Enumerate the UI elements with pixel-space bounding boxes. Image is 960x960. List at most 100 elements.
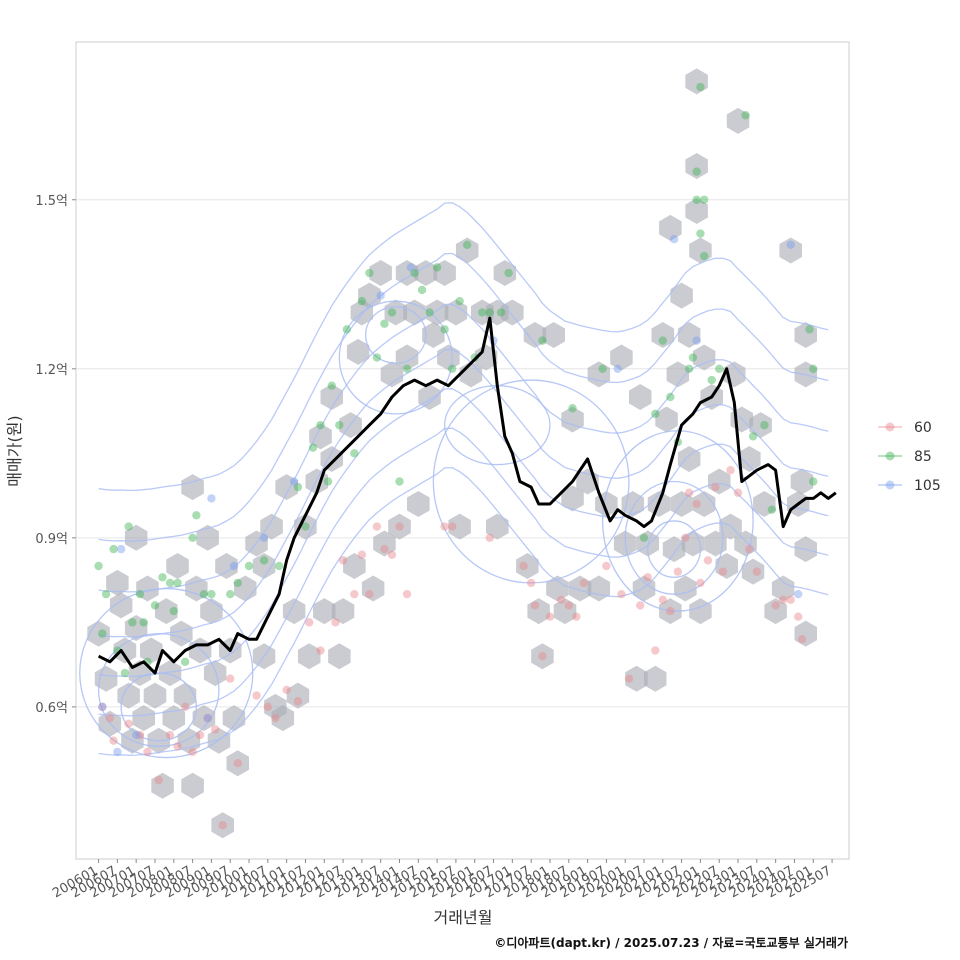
hexbin-cell: [794, 620, 817, 647]
point-60: [387, 550, 397, 559]
point-85: [274, 561, 284, 571]
point-60: [545, 612, 555, 621]
chart-caption: ©디아파트(dapt.kr) / 2025.07.23 / 자료=국토교통부 실…: [494, 935, 848, 950]
hexbin-cell: [493, 260, 517, 286]
hexbin-cell: [516, 553, 539, 579]
hexbin-cell: [275, 474, 298, 501]
hexbin-cell: [455, 237, 479, 264]
point-60: [338, 556, 348, 565]
density-contour: [624, 480, 724, 595]
point-85: [767, 505, 777, 514]
point-85: [165, 578, 175, 588]
point-85: [538, 336, 547, 345]
hexbin-cell: [542, 322, 565, 348]
point-105: [669, 235, 679, 244]
point-60: [519, 561, 528, 571]
point-60: [557, 595, 566, 605]
density-contour-band: [98, 252, 829, 542]
point-60: [703, 556, 713, 565]
point-60: [624, 674, 634, 683]
legend-label-60: 60: [914, 420, 932, 436]
point-85: [699, 251, 709, 261]
hexbin-cell: [331, 598, 355, 625]
hexbin-cell: [320, 446, 343, 472]
hexbin-cell: [677, 322, 701, 348]
x-axis-title: 거래년월: [434, 908, 493, 927]
hexbin-cell: [704, 530, 727, 557]
point-85: [809, 364, 818, 373]
point-85: [805, 325, 814, 334]
point-85: [180, 657, 190, 666]
trend-line: [97, 316, 837, 675]
point-85: [293, 482, 303, 492]
point-85: [173, 578, 182, 588]
point-60: [380, 544, 389, 554]
hexbin-cell: [444, 299, 468, 326]
hexbin-cell: [625, 665, 648, 692]
point-60: [530, 601, 540, 610]
point-60: [579, 578, 589, 588]
hexbin-cell: [448, 513, 471, 540]
point-60: [711, 482, 720, 492]
hexbin-cell: [294, 513, 317, 540]
point-85: [598, 364, 607, 373]
point-85: [259, 556, 269, 565]
point-60: [696, 578, 705, 588]
point-85: [707, 375, 716, 385]
point-85: [350, 449, 359, 458]
hexbin-cell: [685, 153, 708, 179]
point-85: [365, 268, 374, 278]
hexbin-cell: [380, 361, 404, 388]
point-60: [180, 702, 190, 712]
point-85: [402, 364, 412, 373]
density-contour: [338, 300, 453, 415]
hexbin-cell: [117, 682, 140, 709]
y-tick-label: 0.9억: [35, 532, 68, 547]
hexbin-cell: [561, 485, 584, 512]
hexbin-cell: [211, 812, 234, 839]
point-60: [293, 697, 303, 706]
hexbin-cell: [260, 513, 283, 540]
point-85: [335, 420, 344, 430]
legend-label-105: 105: [914, 478, 941, 494]
point-85: [199, 589, 209, 599]
point-85: [568, 404, 577, 413]
point-105: [259, 533, 269, 543]
point-85: [425, 308, 434, 317]
point-60: [643, 573, 652, 582]
point-105: [229, 561, 239, 571]
point-60: [233, 759, 242, 768]
density-contour-band: [98, 427, 829, 717]
point-85: [150, 601, 160, 610]
point-60: [210, 725, 220, 734]
point-60: [681, 533, 690, 543]
hexbin-layer: [87, 68, 817, 839]
point-60: [372, 522, 382, 531]
density-contour: [364, 306, 427, 364]
hexbin-cell: [185, 575, 208, 602]
hexbin-cell: [407, 491, 430, 517]
hexbin-cell: [192, 705, 216, 732]
point-85: [101, 589, 111, 599]
hexbin-cell: [670, 282, 693, 309]
point-85: [417, 285, 427, 295]
point-60: [733, 488, 743, 497]
point-85: [696, 229, 705, 238]
point-105: [613, 364, 622, 373]
point-85: [748, 432, 758, 441]
hexbin-cell: [659, 214, 682, 241]
hexbin-cell: [685, 198, 708, 224]
hexbin-cell: [358, 282, 381, 309]
hexbin-cell: [527, 598, 550, 625]
point-60: [305, 618, 314, 627]
point-60: [485, 533, 494, 543]
point-85: [395, 477, 404, 486]
point-85: [301, 522, 310, 531]
point-85: [98, 629, 107, 638]
point-85: [699, 195, 709, 204]
point-85: [120, 668, 130, 678]
legend-swatch-105: [885, 480, 895, 490]
point-60: [252, 691, 261, 700]
point-85: [387, 308, 397, 317]
point-60: [564, 601, 573, 610]
